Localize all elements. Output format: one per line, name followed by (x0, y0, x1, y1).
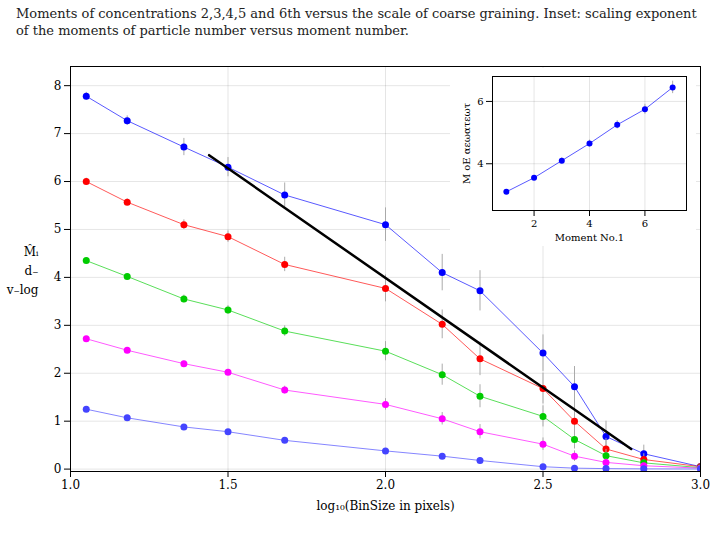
svg-text:2: 2 (531, 217, 537, 228)
svg-text:2.5: 2.5 (533, 478, 552, 492)
svg-text:7: 7 (54, 126, 62, 140)
svg-text:log₁₀(BinSize in pixels): log₁₀(BinSize in pixels) (316, 498, 454, 512)
svg-text:1.0: 1.0 (61, 478, 80, 492)
svg-text:0: 0 (54, 462, 62, 476)
svg-text:8: 8 (54, 78, 62, 92)
svg-text:M oE αεωατεωτ: M oE αεωατεωτ (461, 102, 472, 184)
svg-text:1.5: 1.5 (218, 478, 237, 492)
svg-text:2.0: 2.0 (376, 478, 395, 492)
svg-text:Moment No.1: Moment No.1 (555, 231, 624, 242)
svg-text:6: 6 (642, 217, 648, 228)
svg-text:3: 3 (54, 318, 62, 332)
svg-text:4: 4 (54, 270, 62, 284)
svg-text:6: 6 (54, 174, 62, 188)
svg-text:2: 2 (54, 366, 62, 380)
html-text:Moments of concentrations 2,3,: Moments of concentrations 2,3,4,5 and 6t… (16, 6, 697, 38)
svg-text:M̂ᵢd₋v₋log: M̂ᵢd₋v₋log (6, 244, 39, 298)
svg-text:4: 4 (586, 217, 592, 228)
svg-text:4: 4 (477, 158, 483, 169)
svg-text:6: 6 (477, 95, 483, 106)
svg-text:5: 5 (54, 222, 62, 236)
svg-text:3.0: 3.0 (691, 478, 710, 492)
svg-text:1: 1 (54, 414, 62, 428)
